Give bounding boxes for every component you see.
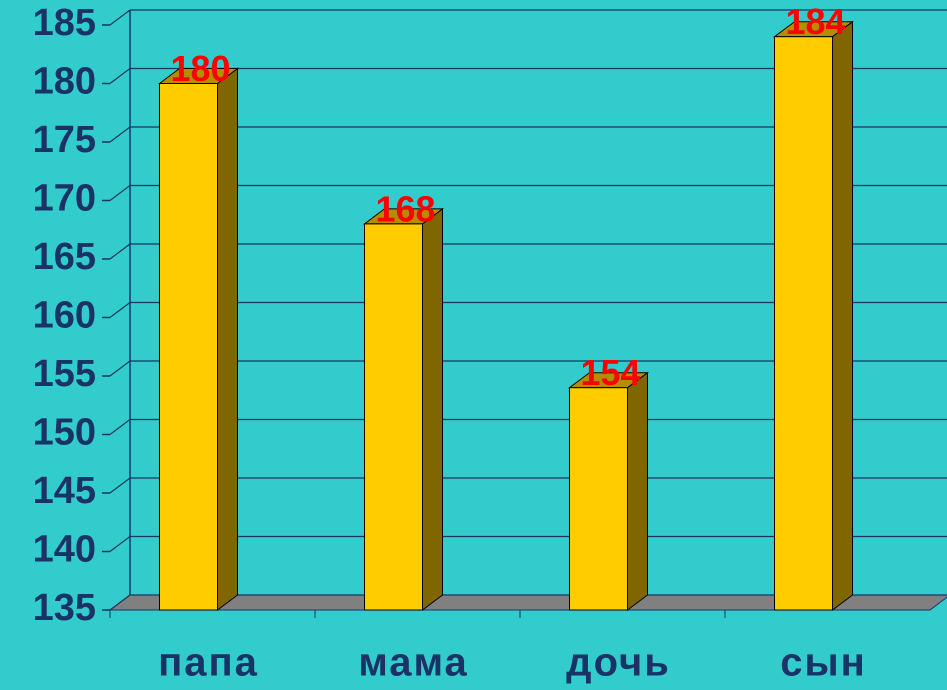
x-tick-label: сын (780, 641, 867, 685)
bar-side (832, 20, 853, 611)
value-label: 168 (375, 188, 435, 229)
y-tick-label: 185 (33, 2, 96, 44)
x-tick-label: мама (358, 641, 469, 685)
y-tick-label: 160 (33, 295, 96, 337)
bar (159, 83, 218, 611)
value-label: 154 (580, 352, 640, 393)
bar-side (627, 371, 648, 611)
grid-line (109, 9, 131, 26)
grid-line (109, 419, 131, 435)
y-tick-label: 165 (33, 236, 96, 278)
y-tick-label: 155 (33, 353, 96, 395)
bar-side (422, 207, 443, 611)
value-label: 184 (785, 1, 845, 42)
grid-line (109, 126, 131, 143)
y-tick-label: 170 (33, 178, 96, 220)
grid-line (109, 360, 131, 377)
grid-line (109, 68, 131, 84)
y-tick-label: 145 (33, 470, 96, 512)
y-tick-label: 150 (33, 412, 96, 454)
bar-side (217, 67, 238, 611)
bar (774, 36, 833, 611)
y-tick-label: 180 (33, 61, 96, 103)
y-tick-label: 175 (33, 119, 96, 161)
bar (364, 223, 423, 611)
grid-line (109, 536, 131, 552)
grid-line (109, 185, 131, 201)
grid-line (109, 243, 131, 260)
grid-line (109, 594, 131, 611)
value-label: 180 (170, 48, 230, 89)
grid-line (109, 477, 131, 494)
x-tick-label: папа (158, 641, 259, 685)
grid-line (109, 302, 131, 318)
y-tick-label: 140 (33, 529, 96, 571)
bar (569, 387, 628, 611)
x-tick-label: дочь (566, 641, 671, 685)
y-tick-label: 135 (33, 587, 96, 629)
